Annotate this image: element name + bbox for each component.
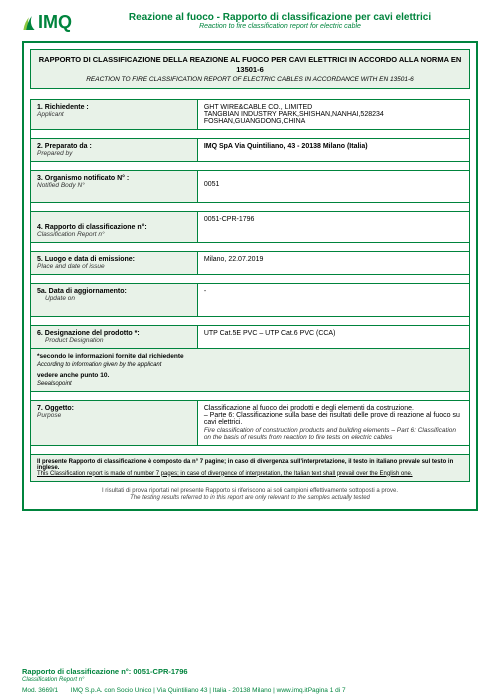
title-line1: RAPPORTO DI CLASSIFICAZIONE DELLA REAZIO… xyxy=(37,55,463,75)
footnote-row: Il presente Rapporto di classificazione … xyxy=(31,454,470,481)
row-prepared-value: IMQ SpA Via Quintiliano, 43 - 20138 Mila… xyxy=(197,138,469,161)
row-purpose-value: Classificazione al fuoco dei prodotti e … xyxy=(197,400,469,445)
doc-subtitle: Reaction to fire classification report f… xyxy=(82,23,478,30)
row-notified-label: 3. Organismo notificato N° : Notified Bo… xyxy=(31,170,198,202)
row-notified-value: 0051 xyxy=(197,170,469,202)
row-applicant-label: 1. Richiedente : Applicant xyxy=(31,99,198,129)
row-prepared-label: 2. Preparato da : Prepared by xyxy=(31,138,198,161)
data-table: 1. Richiedente : Applicant GHT WIRE&CABL… xyxy=(30,99,470,482)
header: IMQ Reazione al fuoco - Rapporto di clas… xyxy=(22,12,478,33)
row-update-label: 5a. Data di aggiornamento: Update on xyxy=(31,283,198,316)
footer-report: Rapporto di classificazione n°: 0051-CPR… xyxy=(22,667,478,676)
row-report-label: 4. Rapporto di classificazione n°: Class… xyxy=(31,211,198,242)
row-designation-value: UTP Cat.5E PVC – UTP Cat.6 PVC (CCA) xyxy=(197,325,469,348)
row-purpose-label: 7. Oggetto: Purpose xyxy=(31,400,198,445)
doc-title: Reazione al fuoco - Rapporto di classifi… xyxy=(82,12,478,23)
footer-line: Mod. 3669/1 IMQ S.p.A. con Socio Unico |… xyxy=(22,687,478,694)
logo-text: IMQ xyxy=(38,12,72,33)
bottom-note: I risultati di prova riportati nel prese… xyxy=(30,488,470,504)
row-place-value: Milano, 22.07.2019 xyxy=(197,251,469,274)
row-update-value: - xyxy=(197,283,469,316)
row-applicant-value: GHT WIRE&CABLE CO., LIMITED TANGBIAN IND… xyxy=(197,99,469,129)
logo-icon xyxy=(22,14,36,32)
title-line2: REACTION TO FIRE CLASSIFICATION REPORT O… xyxy=(37,76,463,83)
row-designation-notes: *secondo le informazioni fornite dal ric… xyxy=(31,348,470,391)
footer: Rapporto di classificazione n°: 0051-CPR… xyxy=(22,667,478,694)
row-designation-label: 6. Designazione del prodotto *: Product … xyxy=(31,325,198,348)
content-frame: RAPPORTO DI CLASSIFICAZIONE DELLA REAZIO… xyxy=(22,41,478,511)
logo: IMQ xyxy=(22,12,72,33)
footer-report-sub: Classification Report n° xyxy=(22,677,478,683)
title-box: RAPPORTO DI CLASSIFICAZIONE DELLA REAZIO… xyxy=(30,49,470,89)
row-report-value: 0051-CPR-1796 xyxy=(197,211,469,242)
row-place-label: 5. Luogo e data di emissione: Place and … xyxy=(31,251,198,274)
